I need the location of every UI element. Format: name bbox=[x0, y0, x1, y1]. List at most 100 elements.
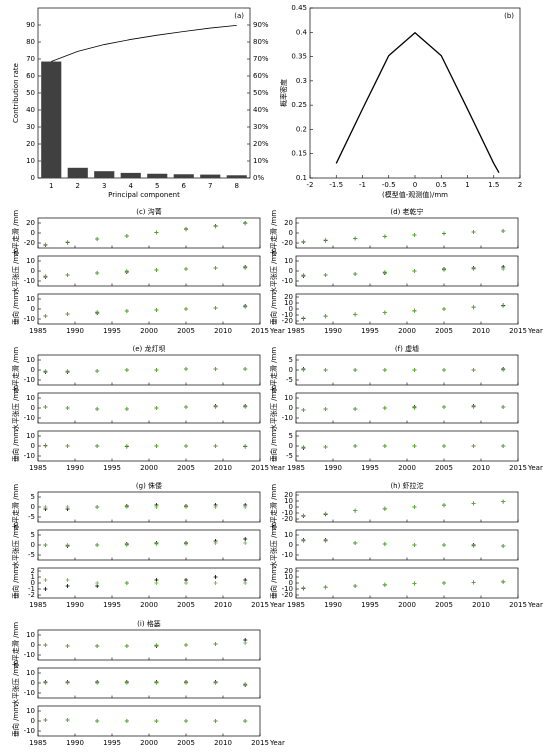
data-point bbox=[442, 268, 446, 272]
axes-frame bbox=[37, 491, 261, 523]
y-tick-label: 0.45 bbox=[291, 4, 307, 12]
axes-frame bbox=[37, 392, 261, 424]
bar bbox=[94, 171, 115, 178]
data-point bbox=[65, 406, 70, 410]
data-point bbox=[301, 539, 306, 543]
data-point bbox=[213, 541, 218, 545]
y-tick-label: 0 bbox=[289, 541, 293, 549]
data-point bbox=[301, 368, 306, 372]
y-tick-label: 0.2 bbox=[296, 125, 307, 133]
x-tick-label: 1990 bbox=[66, 739, 84, 747]
data-point bbox=[95, 719, 100, 723]
data-point bbox=[154, 444, 159, 448]
axes-frame bbox=[37, 255, 261, 287]
x-axis-label: (模型值-观测值)/mm bbox=[382, 190, 448, 199]
data-point bbox=[501, 405, 506, 409]
data-point bbox=[323, 407, 328, 411]
y-tick-label: -20 bbox=[282, 317, 293, 325]
y-tick-label: 90 bbox=[26, 21, 35, 29]
data-point bbox=[382, 444, 387, 448]
data-point bbox=[213, 224, 218, 229]
data-point bbox=[501, 368, 506, 372]
data-point bbox=[323, 238, 328, 242]
data-point bbox=[382, 310, 387, 315]
y-tick-label: -10 bbox=[282, 311, 293, 319]
data-point bbox=[412, 308, 417, 313]
data-point bbox=[301, 513, 306, 518]
data-point bbox=[184, 307, 188, 311]
x-tick-label: -0.5 bbox=[382, 181, 396, 189]
y-tick-label: 60 bbox=[26, 72, 35, 80]
bar bbox=[67, 167, 88, 178]
y-tick-label: 10 bbox=[284, 299, 293, 307]
data-point bbox=[184, 681, 188, 685]
data-point bbox=[43, 543, 48, 547]
x-tick-label: 2000 bbox=[140, 464, 158, 472]
axes-frame bbox=[295, 529, 519, 561]
x-tick-label: 2005 bbox=[177, 601, 195, 609]
data-point bbox=[95, 369, 100, 373]
data-point bbox=[124, 234, 129, 238]
data-point bbox=[471, 230, 476, 234]
y-tick-label: -10 bbox=[24, 651, 35, 659]
x-tick-label: 1.5 bbox=[488, 181, 499, 189]
x-tick-label: 1990 bbox=[324, 327, 342, 335]
y-axis-label: 垂向 /mm bbox=[11, 293, 20, 325]
data-point bbox=[124, 407, 129, 411]
x-axis-label: Year bbox=[527, 601, 543, 609]
x-tick-label: 2 bbox=[76, 182, 80, 190]
x-tick-label: 1995 bbox=[103, 327, 121, 335]
data-point bbox=[471, 305, 476, 310]
y-tick-label: 5 bbox=[289, 432, 293, 440]
data-point bbox=[124, 368, 129, 372]
data-point bbox=[124, 644, 129, 648]
y-tick-label: 0.35 bbox=[291, 53, 307, 61]
data-point bbox=[65, 578, 70, 582]
y-tick-label: -10 bbox=[282, 414, 293, 422]
y2-tick-label: 40% bbox=[253, 106, 269, 114]
y-tick-label: 80 bbox=[26, 38, 35, 46]
y-tick-label: 0 bbox=[31, 404, 35, 412]
y-axis-label: 水平走滑 /mm bbox=[269, 210, 278, 256]
x-tick-label: 1995 bbox=[103, 739, 121, 747]
axes-frame bbox=[37, 629, 261, 661]
data-point bbox=[412, 444, 417, 448]
x-tick-label: 2000 bbox=[398, 327, 416, 335]
x-tick-label: 1990 bbox=[324, 464, 342, 472]
data-point bbox=[382, 406, 387, 410]
data-point bbox=[43, 405, 48, 409]
data-point bbox=[65, 240, 70, 244]
data-point bbox=[184, 405, 188, 409]
data-point bbox=[213, 405, 218, 409]
x-tick-label: 2015 bbox=[251, 464, 269, 472]
y-tick-label: 0.1 bbox=[296, 174, 307, 182]
y-tick-label: 0.4 bbox=[296, 28, 308, 36]
station-title: (e) 龙灯坝 bbox=[133, 344, 166, 353]
data-point bbox=[65, 273, 70, 277]
y-tick-label: 10 bbox=[284, 497, 293, 505]
data-point bbox=[154, 308, 159, 312]
data-point bbox=[353, 312, 358, 317]
x-tick-label: 2015 bbox=[509, 327, 527, 335]
y-tick-label: -5 bbox=[28, 513, 35, 521]
y-tick-label: 0 bbox=[289, 442, 293, 450]
data-point bbox=[154, 505, 159, 509]
x-axis-label: Year bbox=[269, 327, 285, 335]
x-tick-label: 1990 bbox=[66, 327, 84, 335]
y-tick-label: 5 bbox=[289, 356, 293, 364]
data-point bbox=[243, 505, 248, 509]
annotation: (a) bbox=[234, 12, 244, 20]
data-point bbox=[243, 305, 248, 309]
x-tick-label: -1.5 bbox=[329, 181, 343, 189]
data-point bbox=[323, 314, 328, 319]
data-point bbox=[301, 445, 306, 449]
x-tick-label: 0.5 bbox=[436, 181, 447, 189]
x-tick-label: 1995 bbox=[361, 601, 379, 609]
axes-frame bbox=[295, 354, 519, 386]
axes-frame bbox=[295, 567, 519, 599]
y-axis-label: 水平张压 /mm bbox=[11, 248, 20, 294]
data-point bbox=[154, 643, 159, 647]
data-point bbox=[412, 269, 417, 273]
x-axis-label: Year bbox=[269, 739, 285, 747]
y-tick-label: 10 bbox=[26, 394, 35, 402]
